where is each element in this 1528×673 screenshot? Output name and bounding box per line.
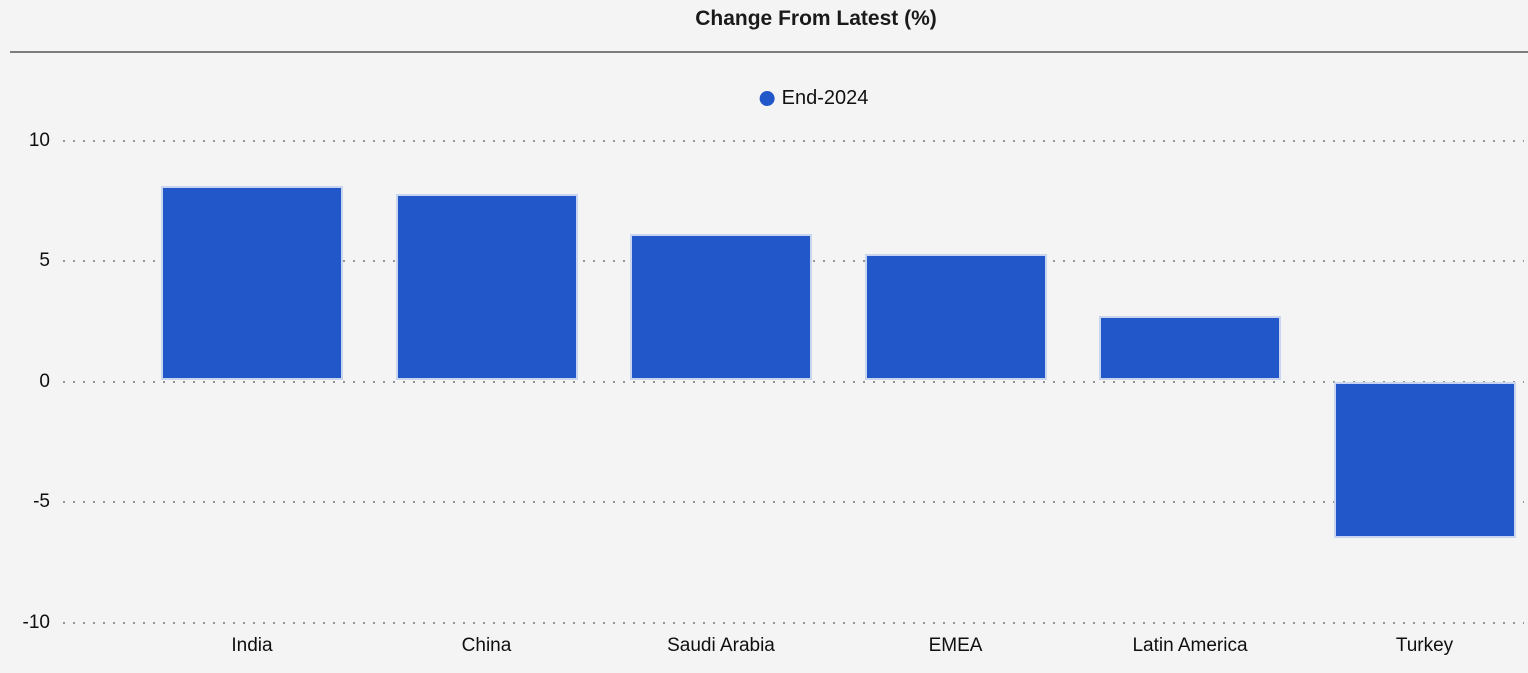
bar-turkey[interactable] (1333, 381, 1516, 539)
x-axis-label-saudi-arabia: Saudi Arabia (667, 635, 775, 656)
chart-title: Change From Latest (%) (695, 7, 937, 30)
y-axis-tick-label: -5 (33, 491, 50, 512)
legend-item-end-2024[interactable]: End-2024 (759, 87, 869, 110)
gridline-y-10 (63, 139, 1524, 142)
y-axis-tick-label: 10 (28, 129, 50, 151)
gridline-y--10 (63, 621, 1524, 624)
x-axis-label-turkey: Turkey (1395, 635, 1454, 656)
x-axis-label-china: China (461, 635, 512, 656)
title-separator (10, 51, 1528, 53)
y-axis-tick-label: 5 (39, 250, 50, 271)
legend-series-label: End-2024 (781, 87, 869, 109)
gridline-y-0 (63, 380, 1524, 383)
bar-saudi-arabia[interactable] (630, 234, 812, 381)
bar-emea[interactable] (864, 253, 1047, 381)
bar-latin-america[interactable] (1099, 316, 1281, 381)
bar-china[interactable] (395, 193, 578, 381)
gridline-y--5 (63, 501, 1524, 503)
y-axis-tick-label: 0 (39, 370, 50, 392)
x-axis-label-emea: EMEA (928, 635, 983, 656)
bar-india[interactable] (161, 186, 343, 381)
y-axis-tick-label: -10 (22, 611, 50, 633)
x-axis-label-latin-america: Latin America (1132, 635, 1248, 656)
legend-series-dot-icon (759, 91, 775, 106)
x-axis-label-india: India (231, 635, 273, 656)
